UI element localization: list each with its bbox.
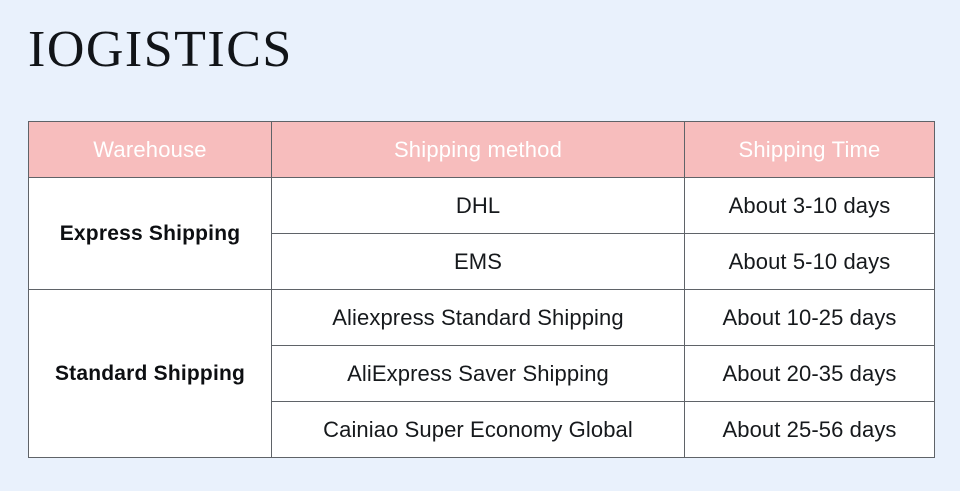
cell-shipping-time: About 25-56 days <box>684 401 935 458</box>
column-header-shipping-time: Shipping Time <box>684 121 935 178</box>
cell-shipping-method: Aliexpress Standard Shipping <box>271 289 685 346</box>
logistics-table-container: Warehouse Shipping method Shipping Time … <box>28 121 935 458</box>
group-label-express-shipping: Express Shipping <box>28 177 272 290</box>
group-label-standard-shipping: Standard Shipping <box>28 289 272 458</box>
cell-shipping-method: AliExpress Saver Shipping <box>271 345 685 402</box>
page-title: IOGISTICS <box>28 21 293 78</box>
table-row: Cainiao Super Economy Global About 25-56… <box>29 401 935 458</box>
cell-shipping-time: About 5-10 days <box>684 233 935 290</box>
table-header: Warehouse Shipping method Shipping Time <box>28 121 935 178</box>
table-row: Standard Shipping Aliexpress Standard Sh… <box>28 289 935 458</box>
table-row: Express Shipping DHL About 3-10 days <box>28 177 935 290</box>
table-row: EMS About 5-10 days <box>29 233 935 290</box>
cell-shipping-time: About 3-10 days <box>684 177 935 234</box>
table-body: Express Shipping DHL About 3-10 days EMS… <box>28 177 935 458</box>
column-header-warehouse: Warehouse <box>28 121 272 178</box>
cell-shipping-method: DHL <box>271 177 685 234</box>
cell-shipping-time: About 20-35 days <box>684 345 935 402</box>
column-header-shipping-method: Shipping method <box>271 121 685 178</box>
table-header-row: Warehouse Shipping method Shipping Time <box>28 121 935 178</box>
logistics-table: Warehouse Shipping method Shipping Time … <box>28 121 935 458</box>
cell-shipping-method: Cainiao Super Economy Global <box>271 401 685 458</box>
cell-shipping-method: EMS <box>271 233 685 290</box>
cell-shipping-time: About 10-25 days <box>684 289 935 346</box>
